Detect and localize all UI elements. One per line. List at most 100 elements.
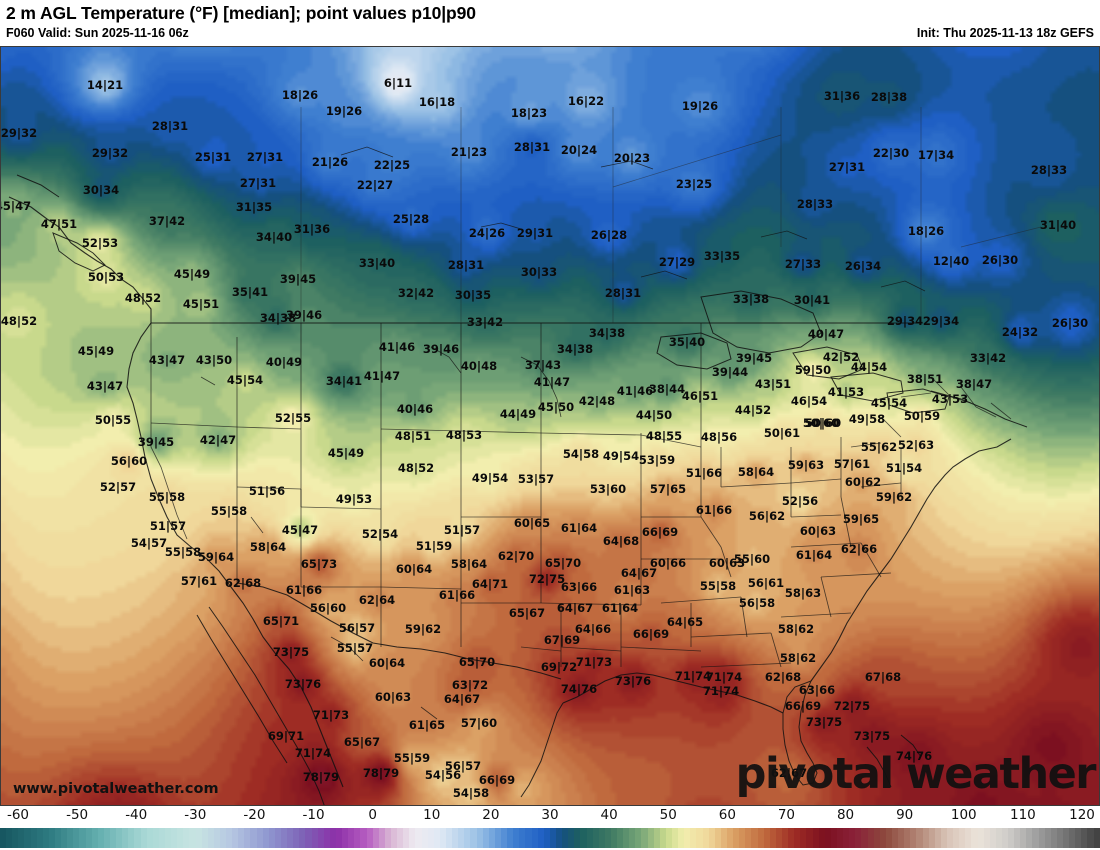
point-value-label: 60|63 (374, 690, 412, 704)
colorbar-swatch (97, 828, 104, 848)
point-value-label: 43|51 (754, 377, 792, 391)
point-value-label: 38|47 (955, 377, 993, 391)
colorbar-swatch (537, 828, 544, 848)
point-value-label: 54|58 (452, 786, 490, 800)
point-value-label: 62|68 (224, 576, 262, 590)
point-value-label: 27|31 (246, 150, 284, 164)
point-value-label: 51|57 (443, 523, 481, 537)
point-value-label: 44|50 (635, 408, 673, 422)
point-value-label: 66|69 (632, 627, 670, 641)
colorbar-swatch (696, 828, 703, 848)
point-value-label: 29|32 (91, 146, 129, 160)
point-value-label: 40|47 (807, 327, 845, 341)
point-value-label: 28|31 (447, 258, 485, 272)
point-value-label: 14|21 (86, 78, 124, 92)
colorbar-swatch (598, 828, 605, 848)
colorbar-swatch (354, 828, 361, 848)
colorbar-swatch (1038, 828, 1045, 848)
colorbar-swatch (592, 828, 599, 848)
point-value-label: 57|60 (460, 716, 498, 730)
point-value-label: 42|48 (578, 394, 616, 408)
colorbar-swatch (788, 828, 795, 848)
colorbar-swatch (513, 828, 520, 848)
colorbar-swatch (158, 828, 165, 848)
colorbar-swatch (568, 828, 575, 848)
point-value-label: 40|49 (265, 355, 303, 369)
temperature-map[interactable]: 14|21 18|26 6|11 16|18 18|23 16|22 19|26 31|36 2… (0, 46, 1100, 806)
point-value-label: 54|57 (130, 536, 168, 550)
point-value-label: 40|46 (396, 402, 434, 416)
colorbar-swatch (433, 828, 440, 848)
colorbar-swatch (73, 828, 80, 848)
colorbar-swatch (232, 828, 239, 848)
point-value-label: 67|69 (543, 633, 581, 647)
point-value-label: 57|61 (833, 457, 871, 471)
colorbar-swatch (311, 828, 318, 848)
colorbar-swatch (647, 828, 654, 848)
colorbar-swatch (421, 828, 428, 848)
colorbar-swatch (836, 828, 844, 848)
point-value-label: 23|25 (675, 177, 713, 191)
colorbar-swatch (1087, 828, 1094, 848)
colorbar-swatch (439, 828, 446, 848)
point-value-label: 55|57 (336, 641, 374, 655)
colorbar-swatch (959, 828, 966, 848)
colorbar-tick-label: 110 (1009, 807, 1036, 823)
point-value-label: 31|35 (235, 200, 273, 214)
point-value-label: 45|54 (870, 396, 908, 410)
point-value-label: 43|50 (195, 353, 233, 367)
colorbar-tick-label: 90 (896, 807, 914, 823)
point-value-label: 56|60 (309, 601, 347, 615)
valid-time-label: F060 Valid: Sun 2025-11-16 06z (6, 26, 189, 40)
point-value-label: 58|63 (784, 586, 822, 600)
colorbar-swatch (873, 828, 880, 848)
point-value-label: 64|71 (471, 577, 509, 591)
colorbar-swatch (445, 828, 453, 848)
colorbar-swatch (146, 828, 153, 848)
colorbar-swatch (219, 828, 227, 848)
point-value-label: 49|54 (471, 471, 509, 485)
colorbar-swatch (238, 828, 245, 848)
point-value-label: 48|51 (394, 429, 432, 443)
point-value-label: 48|52 (0, 314, 38, 328)
point-value-label: 65|67 (343, 735, 381, 749)
colorbar-swatch (922, 828, 929, 848)
colorbar-swatch (751, 828, 758, 848)
point-value-label: 74|76 (895, 749, 933, 763)
colorbar-swatch (800, 828, 807, 848)
point-value-label: 20|24 (560, 143, 598, 157)
colorbar-swatch (1001, 828, 1009, 848)
point-value-label: 65|73 (300, 557, 338, 571)
point-value-label: 58|62 (777, 622, 815, 636)
colorbar-swatch (702, 828, 709, 848)
point-value-label: 73|75 (853, 729, 891, 743)
point-value-label: 45|49 (77, 344, 115, 358)
colorbar-swatch (391, 828, 398, 848)
point-value-label: 52|53 (81, 236, 119, 250)
point-value-label: 66|69 (641, 525, 679, 539)
colorbar-swatch (879, 828, 886, 848)
point-value-label: 45|51 (182, 297, 220, 311)
colorbar-swatch (623, 828, 630, 848)
point-value-label: 31|36 (823, 89, 861, 103)
colorbar-swatch (824, 828, 831, 848)
colorbar-swatch (140, 828, 147, 848)
colorbar-swatch (378, 828, 385, 848)
colorbar-tick-label: -60 (6, 807, 30, 823)
point-value-label: 22|27 (356, 178, 394, 192)
point-value-label: 42|52 (822, 350, 860, 364)
init-time-label: Init: Thu 2025-11-13 18z GEFS (916, 26, 1094, 40)
point-value-label: 18|23 (510, 106, 548, 120)
point-value-label: 64|67 (620, 566, 658, 580)
point-value-label: 43|47 (148, 353, 186, 367)
point-value-label: 61|64 (601, 601, 639, 615)
colorbar-swatch (61, 828, 68, 848)
point-value-label: 65|70 (544, 556, 582, 570)
point-value-label: 73|76 (614, 674, 652, 688)
colorbar-swatch (940, 828, 947, 848)
point-value-label: 41|53 (827, 385, 865, 399)
colorbar-swatch (384, 828, 391, 848)
colorbar-swatch (171, 828, 178, 848)
point-value-label: 27|33 (784, 257, 822, 271)
colorbar-ticks: -60 -50 -40 -30 -20 -10 0 10 20 30 40 50 60 70 80 90 100… (0, 806, 1100, 828)
